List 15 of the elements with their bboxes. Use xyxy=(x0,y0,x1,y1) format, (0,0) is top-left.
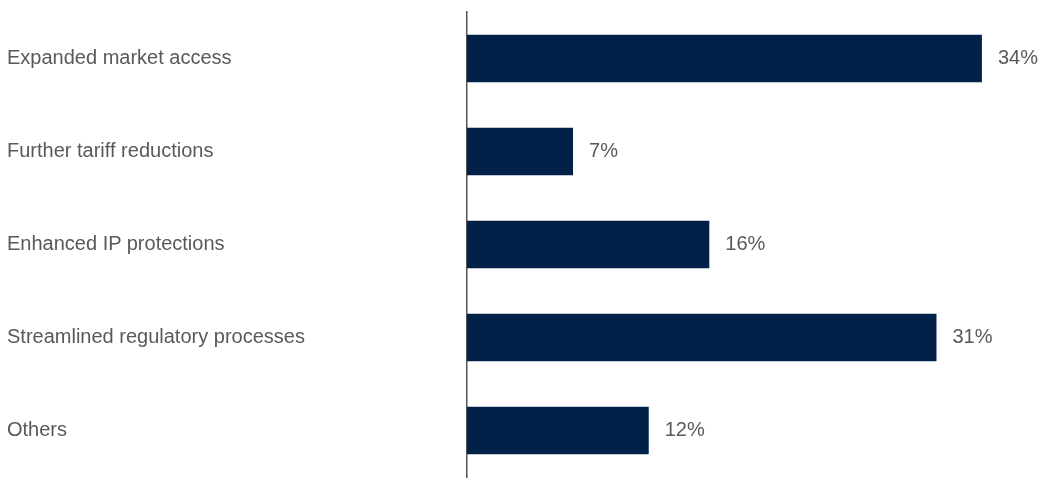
y-tick-label: Others xyxy=(7,418,68,441)
y-tick-label: Further tariff reductions xyxy=(7,139,214,162)
y-tick-label: Expanded market access xyxy=(7,46,232,69)
data-label: 34% xyxy=(997,46,1039,69)
data-label: 31% xyxy=(952,325,993,348)
bar xyxy=(467,406,649,455)
bar xyxy=(467,34,982,83)
y-tick-label: Streamlined regulatory processes xyxy=(7,325,305,348)
data-label: 7% xyxy=(589,139,619,162)
bar xyxy=(467,220,710,269)
data-label: 12% xyxy=(664,418,705,441)
bar xyxy=(467,127,574,176)
bar xyxy=(467,313,937,362)
data-label: 16% xyxy=(725,232,766,255)
y-tick-label: Enhanced IP protections xyxy=(7,232,225,255)
